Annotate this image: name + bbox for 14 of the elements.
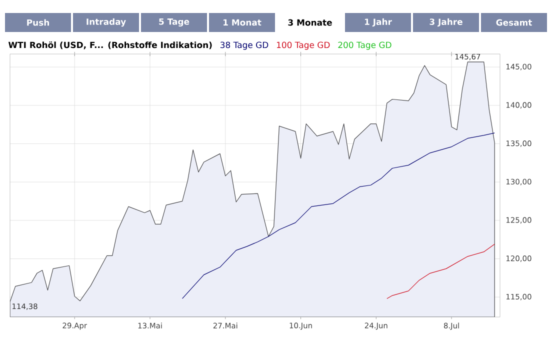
text: 38 Tage GD <box>220 42 268 50</box>
text: 1 Monat <box>224 19 262 26</box>
line-series <box>182 132 495 299</box>
text: 1 Jahr <box>365 18 392 27</box>
text: 3 Monate <box>288 19 332 26</box>
text: Gesamt <box>496 19 532 26</box>
text: Push <box>27 19 50 26</box>
legend-label: 200 Tage GD <box>338 42 392 50</box>
text: 3 Jahre <box>430 18 462 27</box>
text: 5 Tage <box>159 18 190 26</box>
text: Intraday <box>86 18 126 27</box>
chart-title: WTI Rohöl (USD, F... (Rohstoffe Indikation) <box>8 41 212 50</box>
line-series <box>386 244 495 299</box>
text: 100 Tage GD <box>276 42 330 50</box>
